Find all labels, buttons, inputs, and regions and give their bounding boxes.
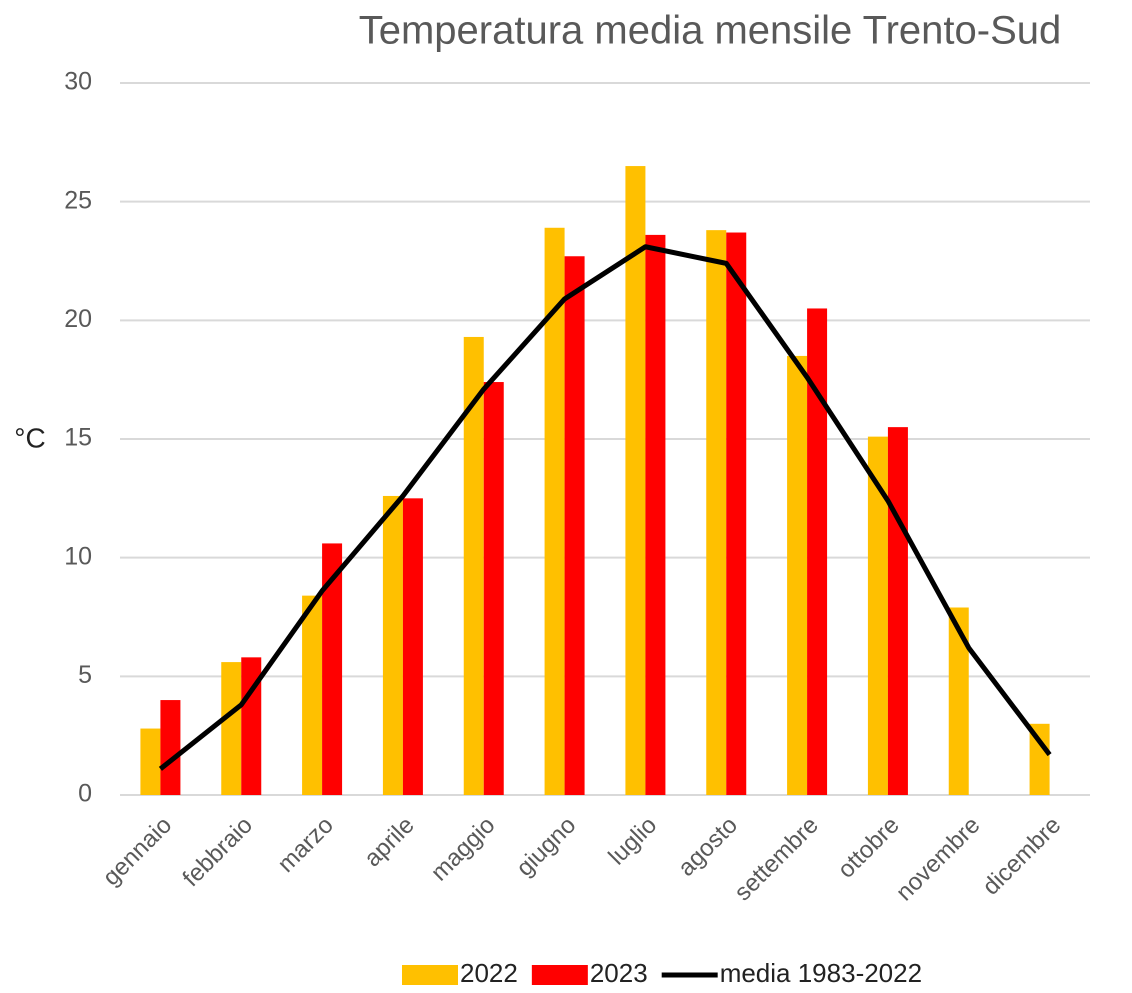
bar — [544, 227, 565, 796]
y-tick-label: 15 — [64, 424, 92, 452]
bar — [948, 607, 969, 795]
y-tick-label: 20 — [64, 305, 92, 333]
y-tick-label: 30 — [64, 68, 92, 96]
bar — [807, 308, 828, 795]
bar — [1029, 723, 1050, 795]
bar — [322, 543, 343, 795]
bar — [241, 657, 262, 795]
bar — [645, 234, 666, 796]
y-tick-label: 0 — [78, 780, 92, 808]
legend-swatch — [402, 965, 458, 985]
legend-swatch — [531, 965, 588, 985]
y-tick-label: 10 — [64, 542, 92, 570]
y-axis-label: °C — [14, 422, 45, 453]
y-tick-label: 25 — [64, 186, 92, 214]
y-tick-label: 5 — [78, 661, 92, 689]
bar — [402, 498, 423, 795]
legend-label: media 1983-2022 — [720, 958, 922, 988]
bar — [625, 166, 646, 796]
x-tick-label: aprile — [359, 812, 420, 873]
x-tick-label: febbraio — [178, 812, 258, 892]
chart-title: Temperatura media mensile Trento-Sud — [359, 9, 1062, 53]
x-tick-label: maggio — [426, 812, 501, 887]
x-tick-label: gennaio — [98, 812, 177, 891]
bar — [382, 495, 403, 795]
bar — [140, 728, 161, 795]
x-tick-label: ottobre — [833, 812, 905, 884]
x-tick-label: marzo — [273, 812, 339, 878]
bar — [867, 436, 888, 795]
x-tick-label: settembre — [729, 812, 824, 907]
x-tick-label: giugno — [511, 812, 581, 882]
bar — [887, 427, 908, 795]
bar — [160, 700, 181, 795]
legend-label: 2023 — [590, 958, 648, 988]
bar — [302, 595, 323, 795]
line — [158, 244, 1052, 771]
x-tick-label: luglio — [603, 812, 662, 871]
bar — [787, 355, 808, 795]
bar — [726, 232, 747, 795]
legend-label: 2022 — [460, 958, 518, 988]
bar — [564, 256, 585, 796]
x-tick-label: novembre — [891, 812, 986, 907]
bar — [706, 230, 727, 795]
x-tick-label: dicembre — [977, 812, 1066, 901]
bar — [221, 662, 242, 795]
bar — [463, 336, 484, 795]
bar — [483, 382, 504, 795]
x-tick-label: agosto — [673, 812, 743, 882]
